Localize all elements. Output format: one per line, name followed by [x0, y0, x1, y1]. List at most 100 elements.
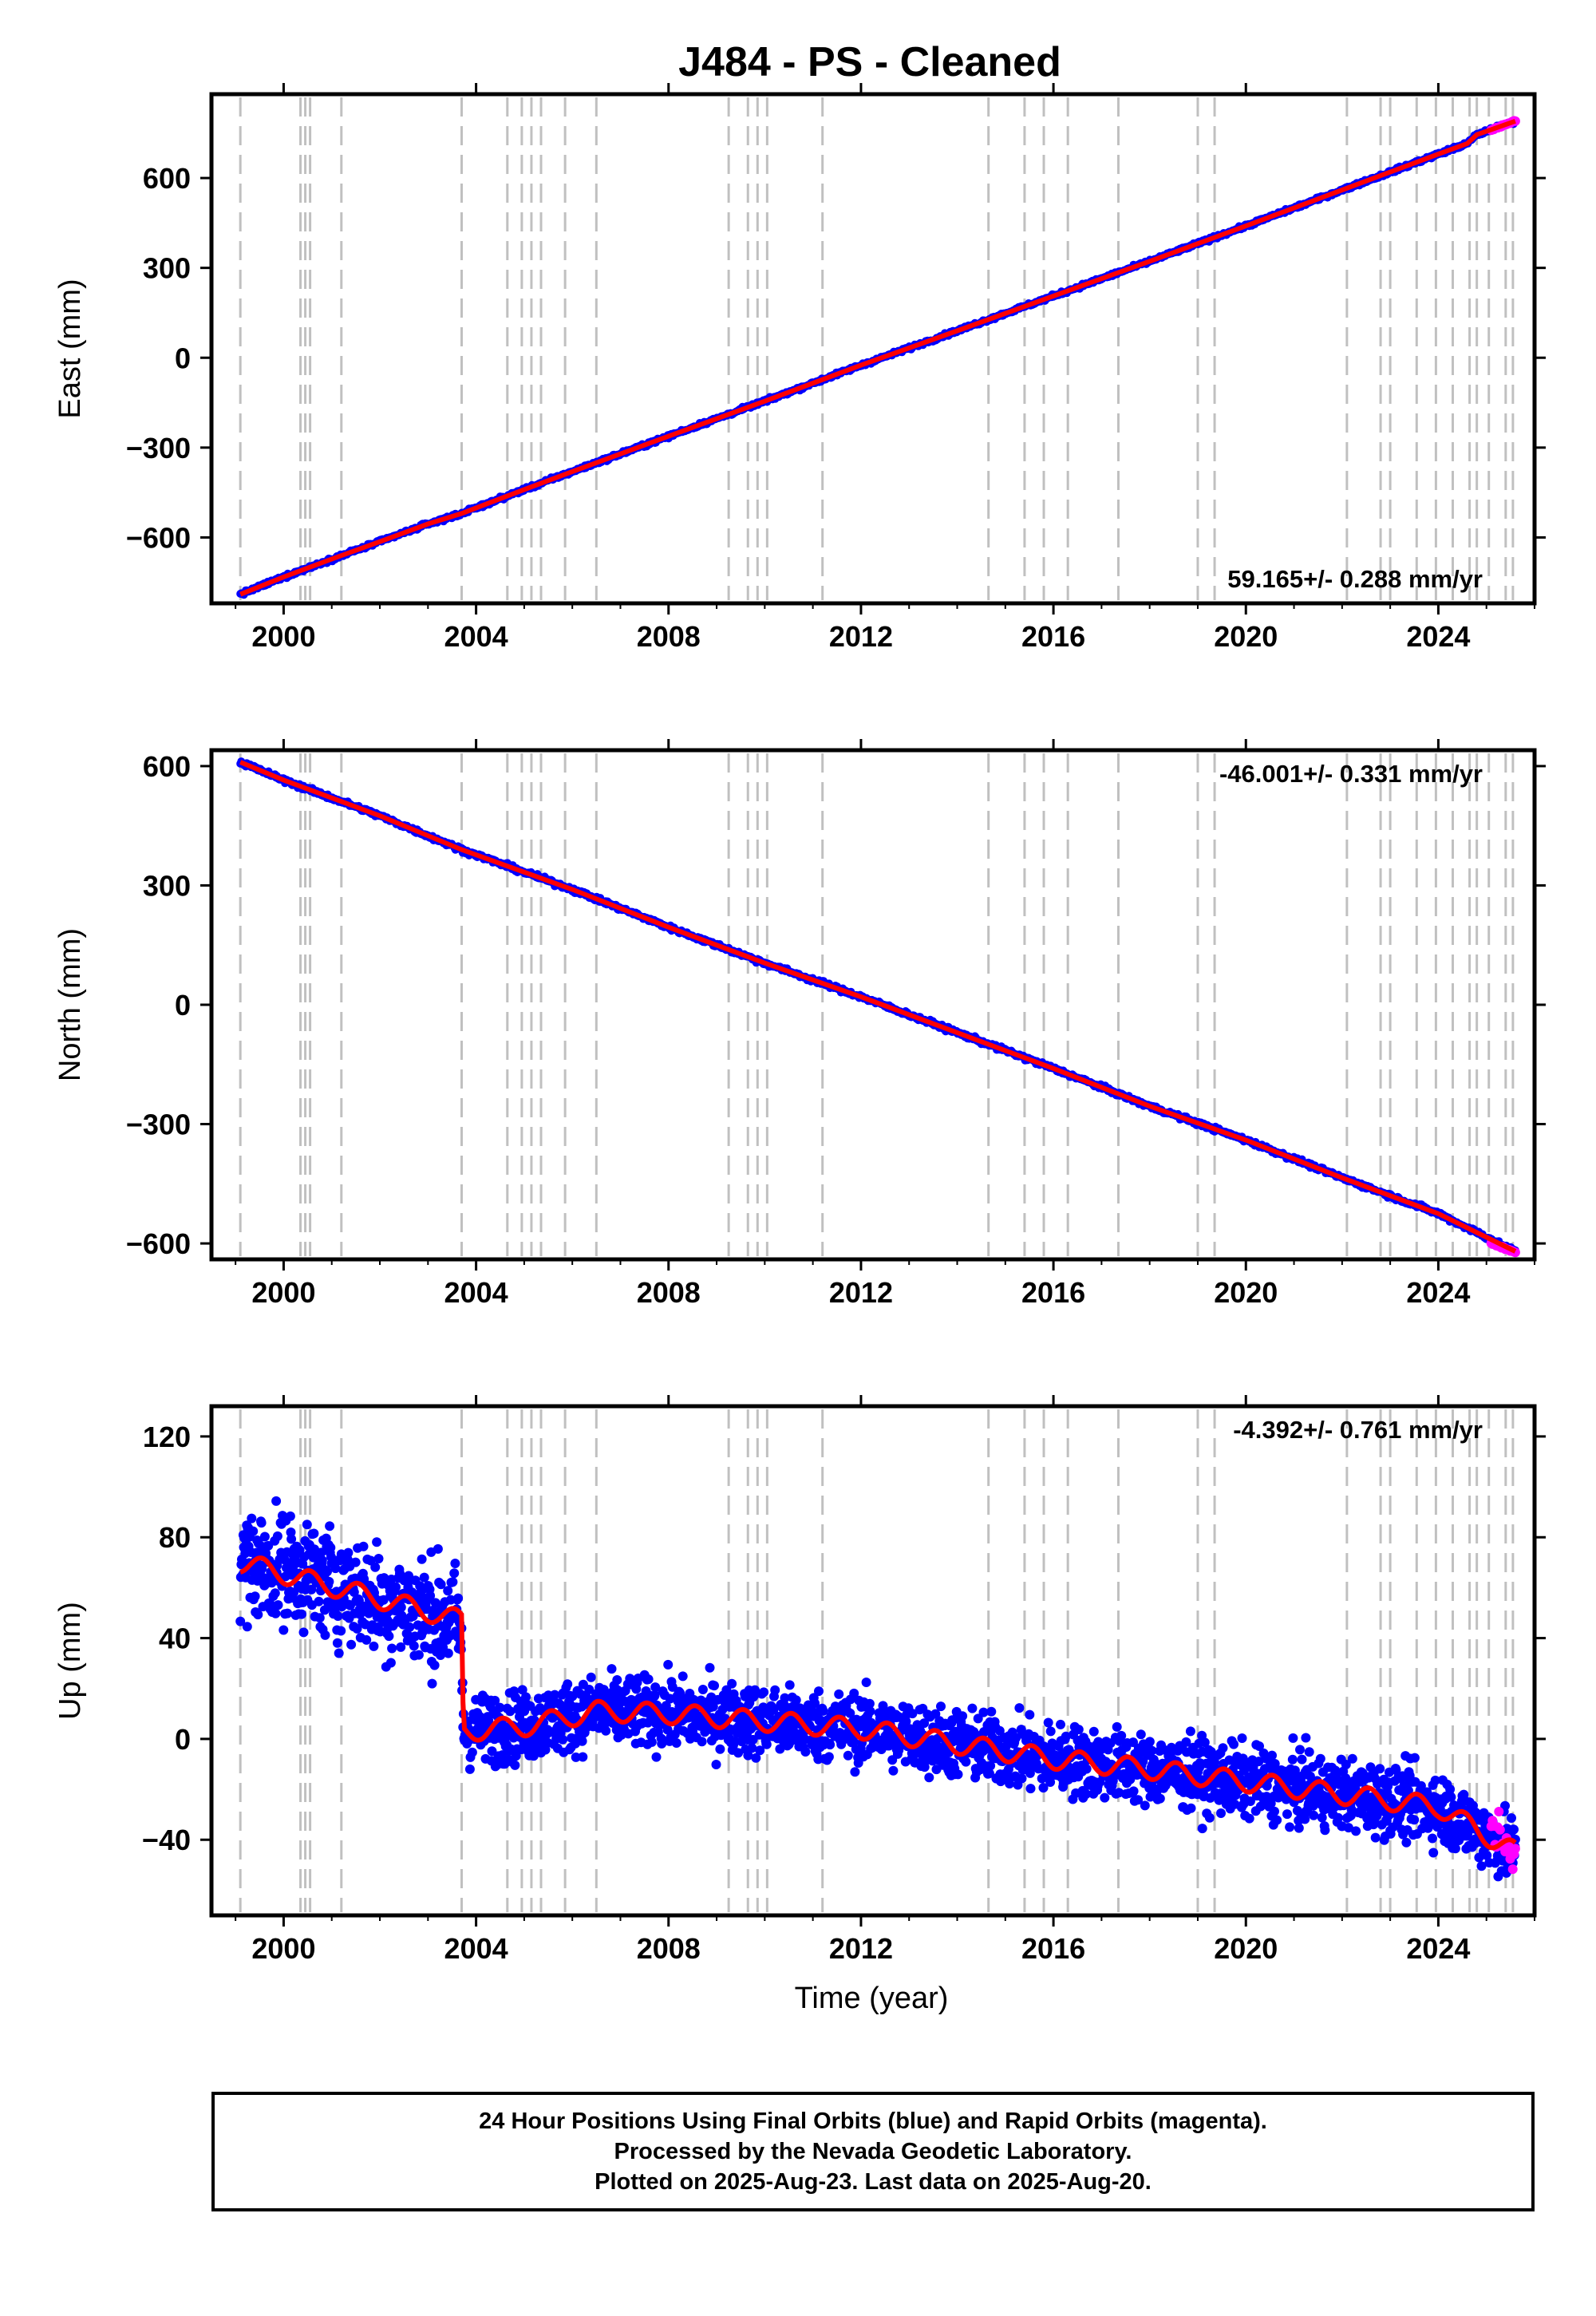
final-orbit-point	[436, 1579, 446, 1590]
final-orbit-point	[1145, 1792, 1156, 1802]
final-orbit-point	[319, 1605, 330, 1615]
final-orbit-point	[1025, 1709, 1035, 1720]
y-tick-label: 300	[143, 869, 191, 902]
y-tick-label: −300	[126, 432, 191, 464]
final-orbit-point	[665, 1694, 675, 1704]
x-tick-label: 2004	[444, 1276, 508, 1309]
final-orbit-point	[436, 1650, 445, 1660]
final-orbit-point	[521, 1692, 531, 1702]
final-orbit-point	[370, 1562, 381, 1572]
final-orbit-point	[784, 1680, 795, 1690]
final-orbit-point	[286, 1534, 297, 1544]
final-orbit-point	[273, 1600, 283, 1611]
y-tick-label: 600	[143, 750, 191, 783]
final-orbit-point	[279, 1625, 289, 1635]
data-points-north	[236, 757, 1520, 1258]
chart-title: J484 - PS - Cleaned	[678, 39, 1061, 85]
final-orbit-point	[298, 1627, 309, 1638]
final-orbit-point	[259, 1531, 270, 1542]
final-orbit-point	[1045, 1726, 1056, 1737]
final-orbit-point	[810, 1698, 820, 1709]
final-orbit-point	[505, 1706, 516, 1717]
y-tick-label: 600	[143, 162, 191, 195]
final-orbit-point	[297, 1609, 306, 1619]
final-orbit-point	[986, 1706, 997, 1717]
x-tick-label: 2016	[1021, 1276, 1085, 1309]
final-orbit-point	[577, 1736, 587, 1746]
final-orbit-point	[612, 1675, 622, 1685]
final-orbit-point	[1116, 1730, 1127, 1741]
final-orbit-point	[396, 1642, 406, 1652]
final-orbit-point	[443, 1648, 453, 1658]
final-orbit-point	[448, 1577, 458, 1587]
axes-frame-east	[209, 92, 1537, 606]
x-tick-label: 2024	[1406, 1276, 1470, 1309]
final-orbit-point	[1038, 1783, 1049, 1793]
final-orbit-point	[888, 1765, 899, 1776]
final-orbit-point	[1112, 1721, 1122, 1732]
final-orbit-point	[250, 1591, 260, 1602]
final-orbit-point	[373, 1554, 384, 1563]
final-orbit-point	[563, 1679, 573, 1690]
final-orbit-point	[770, 1685, 780, 1695]
final-orbit-point	[721, 1685, 732, 1695]
final-orbit-point	[286, 1528, 296, 1537]
final-orbit-point	[253, 1610, 263, 1620]
final-orbit-point	[984, 1769, 994, 1779]
final-orbit-point	[834, 1689, 844, 1699]
final-orbit-point	[606, 1664, 617, 1674]
data-points-up	[235, 1496, 1520, 1882]
final-orbit-point	[643, 1717, 653, 1728]
final-orbit-point	[865, 1706, 875, 1717]
final-orbit-point	[843, 1750, 853, 1761]
y-axis-label-east: East (mm)	[53, 279, 87, 418]
final-orbit-point	[800, 1747, 811, 1757]
final-orbit-point	[986, 1761, 996, 1771]
final-orbit-point	[671, 1738, 681, 1748]
final-orbit-point	[352, 1623, 362, 1634]
final-orbit-point	[429, 1660, 440, 1670]
final-orbit-point	[708, 1701, 718, 1712]
final-orbit-point	[450, 1559, 460, 1568]
final-orbit-point	[350, 1557, 361, 1567]
final-orbit-point	[349, 1587, 359, 1597]
final-orbit-point	[814, 1686, 824, 1697]
final-orbit-point	[1001, 1741, 1011, 1751]
final-orbit-point	[650, 1690, 660, 1701]
x-tick-label: 2020	[1214, 1276, 1278, 1309]
final-orbit-point	[709, 1681, 719, 1691]
model-line-north	[239, 760, 1517, 1254]
final-orbit-point	[697, 1737, 707, 1747]
final-orbit-point	[1140, 1800, 1150, 1811]
panel-north: 2000 2004 2008 2012 2016 2020 2024−600−3000300…	[53, 739, 1546, 1309]
final-orbit-point	[919, 1718, 930, 1729]
final-orbit-point	[924, 1773, 934, 1783]
final-orbit-point	[958, 1711, 968, 1721]
final-orbit-point	[697, 1685, 708, 1694]
final-orbit-point	[598, 1685, 609, 1695]
final-orbit-point	[662, 1725, 673, 1735]
final-orbit-point	[395, 1568, 405, 1579]
rate-label-north: -46.001+/- 0.331 mm/yr	[1219, 760, 1483, 788]
final-orbit-point	[973, 1713, 983, 1724]
y-tick-label: −600	[126, 521, 191, 554]
final-orbit-point	[427, 1678, 437, 1689]
final-orbit-point	[646, 1737, 657, 1747]
final-orbit-point	[271, 1496, 282, 1506]
final-orbit-point	[643, 1674, 654, 1685]
final-orbit-point	[1061, 1731, 1071, 1741]
final-orbit-point	[861, 1678, 871, 1687]
y-tick-label: 0	[175, 989, 191, 1022]
x-tick-label: 2008	[637, 620, 701, 653]
final-orbit-point	[1100, 1792, 1110, 1803]
final-orbit-point	[396, 1603, 406, 1612]
final-orbit-point	[1073, 1725, 1084, 1735]
final-orbit-point	[417, 1554, 427, 1564]
final-orbit-point	[678, 1671, 688, 1682]
final-orbit-point	[490, 1695, 500, 1705]
final-orbit-point	[759, 1687, 769, 1697]
x-tick-label: 2000	[251, 1276, 315, 1309]
y-tick-label: −600	[126, 1227, 191, 1260]
final-orbit-point	[825, 1740, 836, 1750]
